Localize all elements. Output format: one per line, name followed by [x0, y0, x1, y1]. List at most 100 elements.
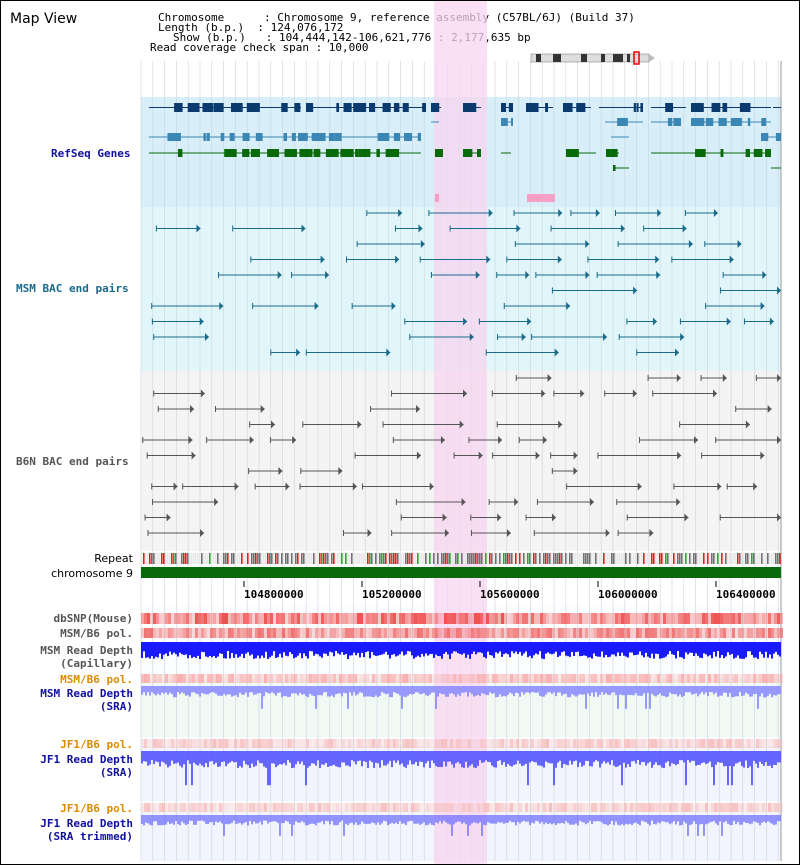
jf1-b6-pol-cell	[672, 739, 675, 748]
dbsnp-cell	[357, 613, 360, 624]
msm-read-depth-sra-label-1[interactable]: MSM Read Depth	[40, 687, 133, 700]
msm-depth-sra-bar	[157, 686, 159, 694]
jf1-b6-pol-2-cell	[378, 803, 381, 812]
jf1-depth-sra-bar	[645, 751, 647, 766]
msm-depth-sra-bar	[175, 686, 177, 698]
msm-b6-pol-2-cell	[357, 674, 360, 683]
refseq-row4-exon	[267, 149, 279, 157]
dbsnp-cell	[486, 613, 489, 624]
jf1-b6-pol-2-cell	[297, 803, 300, 812]
msm-bac-arrow	[219, 302, 224, 310]
refseq-row1-exon	[336, 103, 340, 112]
msm-b6-pol-2-cell	[225, 674, 228, 683]
jf1-b6-pol-cell	[447, 739, 450, 748]
jf1-b6-pol-cell	[381, 739, 384, 748]
msm-depth-cap-bar	[715, 642, 717, 657]
msm-depth-sra-bar	[641, 686, 643, 696]
jf1-b6-pol-2-cell	[714, 803, 717, 812]
msm-depth-cap-bar	[195, 642, 197, 658]
msm-depth-sra-bar	[515, 686, 517, 693]
msm-depth-sra-bar	[193, 686, 195, 693]
dbsnp-cell	[369, 613, 372, 624]
dbsnp-label[interactable]: dbSNP(Mouse)	[53, 612, 133, 625]
jf1-read-depth-sra-label-1[interactable]: JF1 Read Depth	[40, 753, 133, 766]
msm-read-depth-cap-label-1[interactable]: MSM Read Depth	[40, 644, 133, 657]
jf1-depth-trim-bar	[275, 815, 277, 822]
jf1-depth-sra-bar	[709, 751, 711, 762]
msm-depth-cap-bar	[641, 642, 643, 656]
jf1-read-depth-trim-label-1[interactable]: JF1 Read Depth	[40, 817, 133, 830]
repeat-segment	[571, 553, 573, 564]
msm-bac-label[interactable]: MSM BAC end pairs	[16, 282, 129, 295]
jf1-depth-sra-bar	[365, 751, 367, 763]
jf1-b6-pol-2-cell	[537, 803, 540, 812]
msm-b6-pol-2-cell	[480, 674, 483, 683]
repeat-segment	[723, 553, 725, 564]
msm-depth-sra-bar	[397, 686, 399, 694]
jf1-b6-pol-2-cell	[150, 803, 153, 812]
msm-bac-arrow	[682, 224, 687, 233]
dbsnp-cell	[477, 613, 480, 624]
msm-depth-cap-bar	[423, 642, 425, 657]
jf1-b6-pol-cell	[726, 739, 729, 748]
jf1-depth-trim-bar	[759, 815, 761, 826]
msm-b6-pol-2-cell	[753, 674, 756, 683]
refseq-genes-label[interactable]: RefSeq Genes	[51, 147, 131, 160]
jf1-depth-trim-bar	[363, 815, 365, 824]
msm-b6-pol-label[interactable]: MSM/B6 pol.	[60, 627, 133, 640]
msm-depth-sra-bar	[407, 686, 409, 696]
msm-depth-cap-bar	[167, 642, 169, 657]
dbsnp-cell	[324, 613, 327, 624]
msm-depth-sra-bar	[691, 686, 693, 695]
dbsnp-cell	[174, 613, 177, 624]
jf1-depth-sra-bar	[197, 751, 199, 766]
jf1-depth-sra-bar	[473, 751, 475, 768]
msm-b6-pol-cell	[651, 628, 654, 638]
msm-b6-pol-cell	[603, 628, 606, 638]
repeat-segment	[631, 553, 633, 564]
repeat-segment	[595, 553, 597, 564]
msm-b6-pol-cell	[639, 628, 642, 638]
jf1-b6-pol-2-cell	[486, 803, 489, 812]
msm-b6-pol-cell	[300, 628, 303, 638]
msm-b6-pol-cell	[279, 628, 282, 638]
repeat-segment	[189, 553, 191, 564]
msm-depth-cap-bar	[767, 642, 769, 658]
repeat-segment	[297, 553, 299, 564]
jf1-depth-trim-bar	[587, 815, 589, 823]
msm-depth-sra-bar	[243, 686, 245, 695]
b6n-bac-label[interactable]: B6N BAC end pairs	[16, 455, 129, 468]
jf1-depth-trim-bar	[593, 815, 595, 822]
jf1-b6-pol-label[interactable]: JF1/B6 pol.	[60, 738, 133, 751]
jf1-depth-trim-bar	[291, 815, 293, 836]
msm-depth-sra-bar	[757, 686, 759, 709]
repeat-segment	[293, 553, 295, 564]
jf1-depth-sra-bar	[149, 751, 151, 765]
jf1-b6-pol-2-cell	[762, 803, 765, 812]
msm-b6-pol-cell	[351, 628, 354, 638]
dbsnp-cell	[366, 613, 369, 624]
b6n-bac-arrow	[440, 436, 445, 444]
jf1-depth-trim-bar	[777, 815, 779, 822]
msm-b6-pol-cell	[426, 628, 429, 638]
jf1-b6-pol-2-cell	[198, 803, 201, 812]
repeat-segment	[471, 553, 473, 564]
msm-depth-cap-bar	[163, 642, 165, 655]
msm-read-depth-cap-label-2: (Capillary)	[60, 657, 133, 670]
b6n-bac-arrow	[777, 436, 781, 444]
msm-b6-pol-2-cell	[777, 674, 780, 683]
msm-b6-pol-cell	[213, 628, 216, 638]
jf1-depth-sra-bar	[623, 751, 625, 763]
jf1-b6-pol-2-cell	[546, 803, 549, 812]
msm-depth-cap-bar	[477, 642, 479, 653]
msm-bac-arrow	[398, 209, 403, 217]
msm-b6-pol-2-cell	[336, 674, 339, 683]
msm-b6-pol-2-label[interactable]: MSM/B6 pol.	[60, 673, 133, 686]
msm-depth-cap-bar	[289, 642, 291, 653]
repeat-segment	[151, 553, 153, 564]
jf1-depth-trim-bar	[579, 815, 581, 821]
jf1-b6-pol-2-label[interactable]: JF1/B6 pol.	[60, 802, 133, 815]
jf1-depth-trim-bar	[277, 815, 279, 823]
repeat-segment	[525, 553, 527, 564]
